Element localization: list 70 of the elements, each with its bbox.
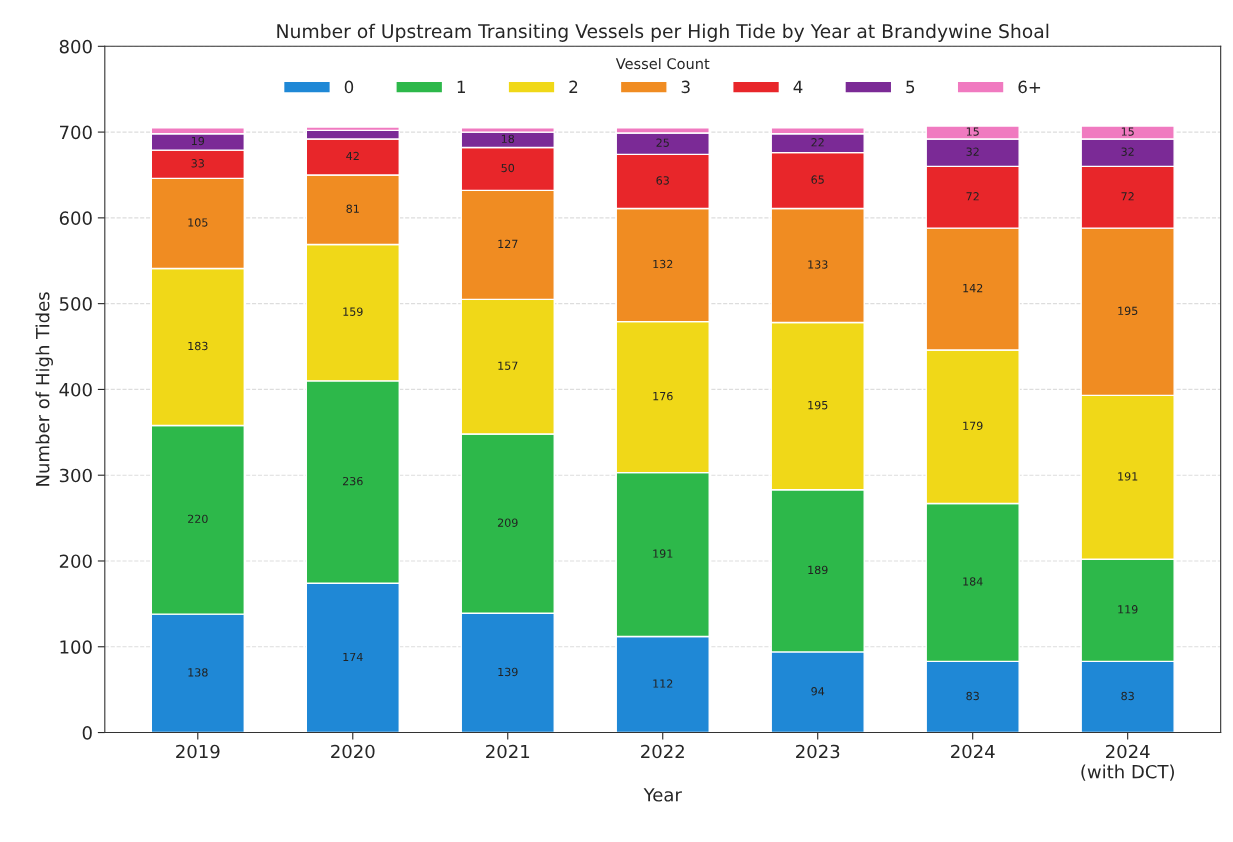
data-label: 133 <box>808 260 828 269</box>
data-label: 184 <box>963 577 983 586</box>
data-label: 127 <box>498 239 518 248</box>
data-label: 63 <box>656 176 669 185</box>
data-label: 183 <box>188 341 208 351</box>
data-label: 22 <box>811 138 824 147</box>
data-label: 72 <box>1121 192 1134 201</box>
data-label: 83 <box>966 691 979 701</box>
data-label: 138 <box>188 668 208 677</box>
data-label: 42 <box>346 151 359 161</box>
data-label: 176 <box>653 391 673 401</box>
data-label: 33 <box>191 159 204 168</box>
data-label: 15 <box>1121 127 1134 136</box>
x-tick-label: 2021 <box>486 744 530 759</box>
data-label: 179 <box>963 421 983 430</box>
data-label: 72 <box>966 192 979 201</box>
y-tick-label: 700 <box>60 125 92 140</box>
data-label: 19 <box>191 136 205 146</box>
chart-title: Number of Upstream Transiting Vessels per High Tide by Year at Brandywine Shoal <box>277 23 1049 42</box>
y-tick-label: 200 <box>59 554 92 569</box>
y-tick-label: 300 <box>59 468 92 483</box>
data-label: 83 <box>1121 691 1134 701</box>
data-label: 81 <box>346 204 359 213</box>
y-tick-label: 600 <box>59 211 92 225</box>
data-label: 112 <box>653 679 673 688</box>
data-label: 32 <box>1121 147 1134 156</box>
data-label: 189 <box>808 565 828 575</box>
legend-label: 6+ <box>1018 80 1041 94</box>
data-label: 94 <box>811 687 825 696</box>
x-tick-label: 2020 <box>331 744 375 759</box>
x-tick-label: 2019 <box>176 744 220 759</box>
y-tick-label: 400 <box>59 382 92 397</box>
data-label: 236 <box>342 476 363 486</box>
data-label: 119 <box>1118 605 1138 614</box>
x-tick-label: 2024 <box>951 744 995 759</box>
data-label: 157 <box>498 361 518 370</box>
data-label: 105 <box>188 218 208 227</box>
legend-label: 4 <box>793 80 803 93</box>
legend-label: 2 <box>569 80 578 93</box>
legend-label: 0 <box>344 80 354 94</box>
legend-label: 3 <box>681 80 690 94</box>
data-label: 65 <box>811 175 824 184</box>
y-tick-label: 0 <box>82 726 92 740</box>
data-label: 132 <box>653 259 673 269</box>
data-label: 25 <box>656 138 669 147</box>
x-axis-title: Year <box>643 788 682 802</box>
legend-label: 1 <box>457 80 465 93</box>
data-label: 195 <box>1118 306 1138 316</box>
data-label: 174 <box>343 652 363 661</box>
data-label: 32 <box>966 147 979 156</box>
y-tick-label: 100 <box>60 640 92 654</box>
x-tick-label: 2024 (with DCT) <box>1081 744 1174 781</box>
data-label: 142 <box>963 283 983 293</box>
x-tick-label: 2023 <box>796 744 840 759</box>
legend-title: Vessel Count <box>615 57 710 70</box>
data-label: 159 <box>343 307 363 316</box>
data-label: 195 <box>808 400 828 410</box>
data-label: 191 <box>653 549 673 558</box>
y-axis-title: Number of High Tides <box>35 292 53 486</box>
legend-label: 5 <box>906 80 915 94</box>
data-label: 15 <box>966 127 979 136</box>
data-label: 191 <box>1118 472 1138 481</box>
y-tick-label: 800 <box>59 39 92 54</box>
x-tick-label: 2022 <box>641 744 684 759</box>
data-label: 139 <box>498 667 518 677</box>
y-tick-label: 500 <box>59 297 92 311</box>
data-label: 209 <box>497 518 518 527</box>
data-label: 50 <box>501 163 515 173</box>
data-label: 220 <box>188 514 208 524</box>
data-label: 18 <box>501 134 515 144</box>
